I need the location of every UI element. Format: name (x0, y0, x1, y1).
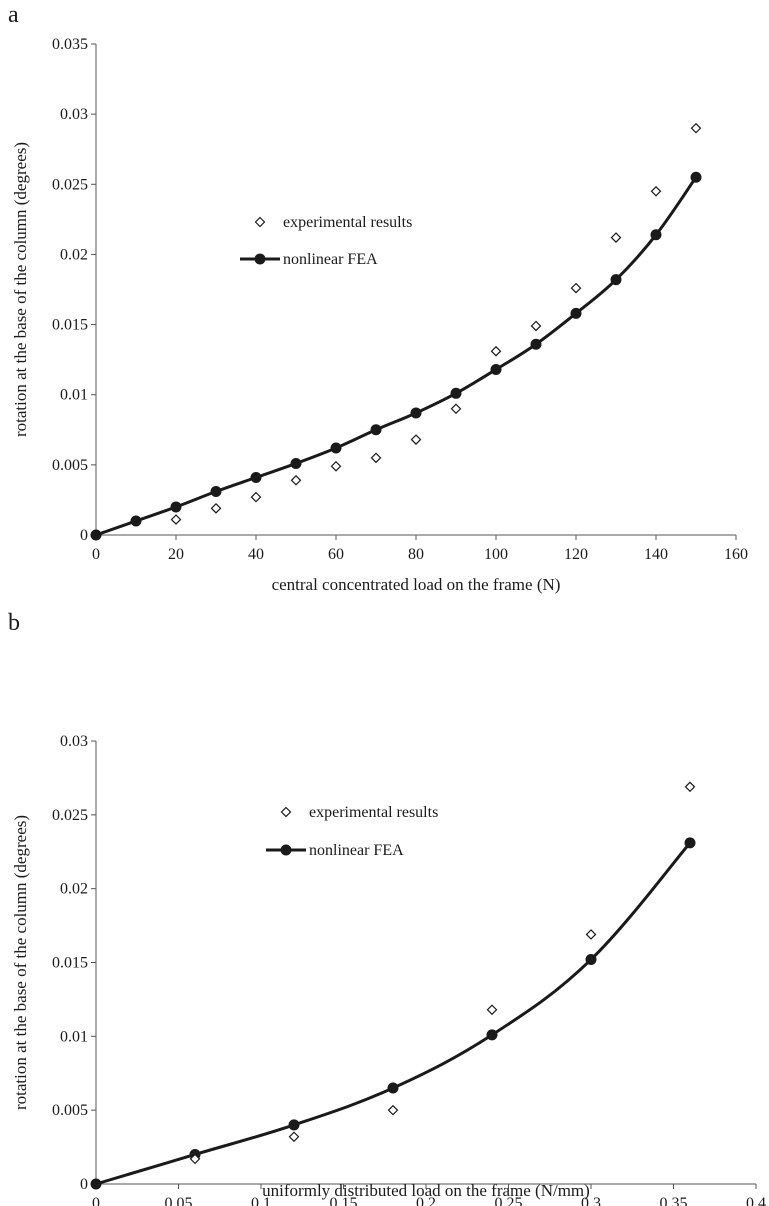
chart-b-experimental-point (387, 1104, 399, 1116)
chart-a-x-tick-label: 160 (724, 546, 748, 563)
chart-b-x-tick-label: 0.3 (581, 1195, 601, 1206)
chart-b-fea-point (684, 837, 696, 849)
chart-a-experimental-point (610, 232, 622, 243)
chart-a-fea-point (250, 471, 262, 483)
chart-b-y-tick-label: 0.01 (60, 1028, 88, 1045)
chart-b-y-tick-label: 0.015 (52, 955, 88, 972)
chart-panel-b: b 0 0.005 0.01 0.015 0.02 0.025 0.03 0 0.05 0.1 0.… (0, 600, 769, 1206)
chart-a-experimental-point (370, 452, 382, 464)
chart-b-x-tick-label: 0 (92, 1195, 100, 1206)
chart-a-fea-point (210, 486, 222, 498)
chart-a-fea-point (410, 407, 422, 419)
chart-b-experimental-point (189, 1153, 201, 1165)
chart-a-fea-point (330, 442, 342, 454)
chart-a-experimental-point (250, 491, 262, 503)
chart-a-fea-point (370, 424, 382, 436)
chart-panel-a: a 0 0.005 0.01 0.015 0.02 0.025 0.03 0.035 0 20 40… (0, 0, 769, 600)
chart-a-x-tick-label: 60 (328, 546, 344, 563)
chart-a-legend-experimental-marker (254, 216, 266, 228)
chart-b-x-tick-label: 0.2 (416, 1195, 436, 1206)
chart-b-experimental-point (684, 781, 696, 793)
panel-letter-b: b (8, 610, 20, 636)
chart-a-fea-point (130, 515, 142, 527)
chart-b-svg: 0 0.005 0.01 0.015 0.02 0.025 0.03 0 0.05 0.1 0.15… (11, 733, 766, 1206)
chart-a-experimental-point (690, 122, 702, 134)
chart-b-y-tick-label: 0.03 (60, 733, 88, 750)
chart-b-fea-point (288, 1119, 300, 1131)
chart-b-x-tick-label: 0.05 (165, 1195, 193, 1206)
chart-a-y-tick-label: 0.01 (60, 387, 88, 404)
chart-a-experimental-point (330, 460, 342, 472)
chart-a-x-tick-label: 120 (564, 546, 588, 563)
chart-a-y-axis-label: rotation at the base of the column (degr… (11, 142, 30, 437)
chart-a-fea-point (530, 338, 542, 350)
chart-a-fea-point (90, 529, 102, 541)
chart-b-legend-experimental-marker (280, 806, 292, 818)
chart-b-fea-point (387, 1082, 399, 1094)
chart-b-x-tick-label: 0.25 (495, 1195, 523, 1206)
chart-a-experimental-point (450, 403, 462, 415)
chart-a-experimental-point (650, 185, 662, 197)
panel-letter-a: a (8, 2, 19, 28)
chart-a-fea-line (95, 176, 698, 537)
chart-b-y-tick-label: 0.02 (60, 881, 88, 898)
chart-a-experimental-point (290, 474, 302, 486)
chart-a-x-tick-label: 140 (644, 546, 668, 563)
chart-a-legend-fea-marker (254, 253, 266, 265)
chart-b-fea-point (585, 954, 597, 966)
chart-b-y-tick-label: 0 (80, 1176, 88, 1193)
chart-b-legend-fea-label: nonlinear FEA (309, 842, 404, 859)
chart-b-legend-fea-marker (280, 844, 292, 856)
chart-a-x-tick-label: 40 (248, 546, 264, 563)
chart-a-x-tick-label: 80 (408, 546, 424, 563)
chart-a-legend-experimental-label: experimental results (283, 214, 412, 231)
chart-a-x-axis-label: central concentrated load on the frame (… (272, 575, 561, 594)
chart-b-y-tick-label: 0.005 (52, 1102, 88, 1119)
chart-a-experimental-point (170, 514, 182, 525)
chart-a-fea-point (610, 274, 622, 286)
chart-b-x-tick-label: 0.4 (746, 1195, 766, 1206)
chart-b-x-axis-label: uniformly distributed load on the frame … (262, 1181, 590, 1200)
chart-a-fea-point (290, 457, 302, 469)
chart-a-fea-point (450, 387, 462, 399)
chart-b-x-tick-label: 0.35 (660, 1195, 688, 1206)
chart-b-experimental-point (486, 1004, 498, 1016)
chart-b-y-axis-label: rotation at the base of the column (degr… (11, 815, 30, 1110)
chart-a-y-tick-label: 0 (80, 527, 88, 544)
chart-b-experimental-point (288, 1131, 300, 1143)
chart-a-experimental-point (570, 282, 582, 294)
chart-a-svg: 0 0.005 0.01 0.015 0.02 0.025 0.03 0.035 0 20 40 60… (11, 36, 748, 594)
chart-a-y-tick-label: 0.025 (52, 176, 88, 193)
chart-a-experimental-point (530, 320, 542, 332)
chart-a-fea-point (170, 501, 182, 513)
chart-b-legend-experimental-label: experimental results (309, 804, 438, 821)
chart-b-fea-point (486, 1029, 498, 1041)
chart-a-experimental-point (210, 502, 222, 514)
chart-a-x-tick-label: 0 (92, 546, 100, 563)
chart-a-legend-fea-label: nonlinear FEA (283, 251, 378, 268)
chart-a-fea-point (490, 363, 502, 375)
chart-a-fea-point (570, 307, 582, 319)
chart-b-x-tick-label: 0.15 (330, 1195, 358, 1206)
chart-b-x-tick-label: 0.1 (251, 1195, 271, 1206)
chart-a-experimental-point (410, 434, 422, 445)
chart-b-y-tick-label: 0.025 (52, 807, 88, 824)
chart-a-y-tick-label: 0.02 (60, 246, 88, 263)
chart-a-fea-point (650, 229, 662, 241)
chart-a-x-tick-label: 100 (484, 546, 508, 563)
chart-a-y-tick-label: 0.035 (52, 36, 88, 53)
chart-a-fea-point (690, 171, 702, 183)
chart-a-x-tick-label: 20 (168, 546, 184, 563)
chart-b-experimental-point (585, 929, 597, 940)
chart-a-y-tick-label: 0.03 (60, 106, 88, 123)
chart-b-fea-point (90, 1178, 102, 1190)
chart-a-y-tick-label: 0.005 (52, 457, 88, 474)
chart-a-experimental-point (490, 345, 502, 357)
chart-a-y-tick-label: 0.015 (52, 317, 88, 334)
chart-b-fea-line (95, 841, 692, 1186)
